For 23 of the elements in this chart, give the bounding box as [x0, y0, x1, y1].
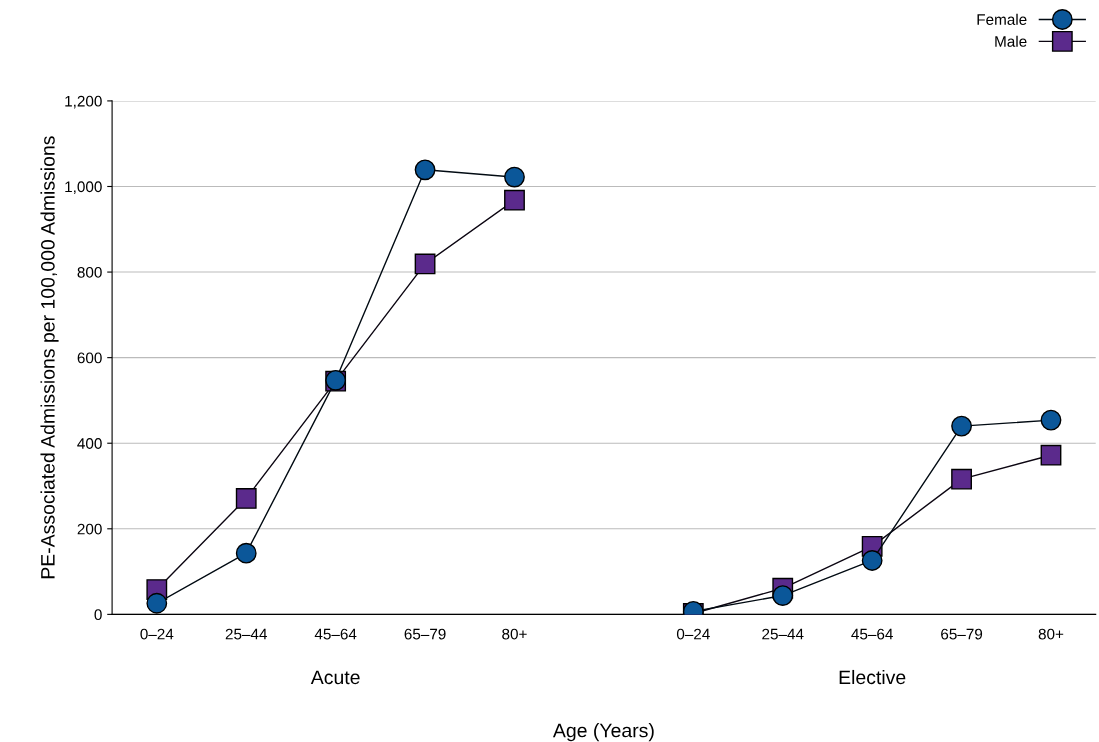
x-tick-label: 45–64 — [314, 628, 357, 640]
y-tick-label: 1,200 — [65, 95, 102, 109]
y-tick-label: 800 — [77, 266, 102, 278]
x-tick-label: 0–24 — [140, 628, 174, 640]
y-tick-label: 1,000 — [65, 181, 102, 194]
y-tick-label: 600 — [77, 352, 102, 364]
x-tick-label: 65–79 — [404, 628, 446, 640]
x-tick-label: 65–79 — [941, 628, 983, 640]
x-tick-label: 80+ — [1038, 628, 1064, 640]
x-tick-label: 45–64 — [851, 628, 893, 640]
y-axis-title: PE-Associated Admissions per 100,000 Admissions — [40, 136, 59, 579]
x-tick-label: 80+ — [502, 628, 527, 640]
legend-label: Male — [995, 35, 1027, 47]
x-tick-label: 25–44 — [762, 628, 804, 640]
text: Acute — [310, 670, 360, 685]
legend-label: Female — [977, 13, 1027, 25]
y-tick-label: 400 — [77, 438, 102, 449]
x-tick-label: 25–44 — [225, 628, 268, 640]
text: Elective — [839, 669, 906, 685]
y-tick-label: 200 — [77, 523, 102, 535]
x-axis-title: Age (Years) — [552, 723, 654, 742]
x-tick-label: 0–24 — [676, 628, 710, 640]
y-tick-label: 0 — [94, 609, 102, 621]
